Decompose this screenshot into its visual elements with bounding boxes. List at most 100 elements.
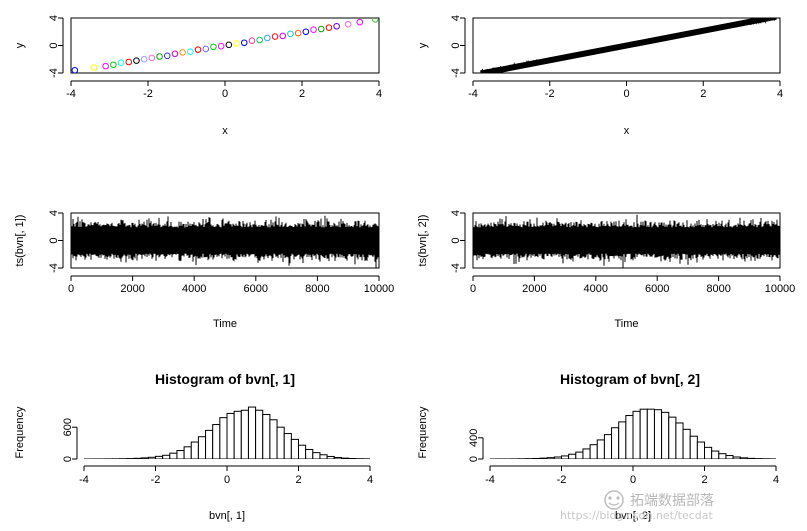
y-tick-label: 400 — [468, 429, 480, 447]
data-point — [102, 62, 109, 70]
histogram-bar — [618, 421, 627, 459]
histogram-bar — [639, 408, 648, 459]
histogram-bar — [197, 436, 207, 459]
y-axis: -4 0 4 — [450, 210, 466, 273]
histogram-bar — [226, 412, 235, 459]
y-axis-label: y — [417, 42, 429, 48]
data-point — [279, 32, 287, 40]
histogram-bar — [653, 409, 663, 459]
data-point — [179, 49, 186, 56]
histogram-bar — [632, 410, 641, 459]
x-axis-label: x — [624, 125, 630, 137]
watermark: 拓端数据部落 https://blog.csdn.net/tecdat — [560, 490, 714, 522]
x-axis: 0 2000 4000 6000 8000 10000 — [470, 275, 795, 295]
data-point — [156, 53, 163, 60]
x-axis-label: bvn[, 2] — [615, 510, 651, 522]
histogram-bar — [326, 455, 335, 459]
histogram-bar — [746, 457, 756, 459]
x-tick-label: 0 — [68, 283, 74, 295]
x-tick-label: 2 — [295, 474, 301, 486]
histogram-bar — [162, 454, 171, 459]
histogram-bar — [675, 422, 684, 459]
watermark-logo-icon — [604, 490, 624, 510]
plot-content — [480, 18, 777, 73]
data-point — [264, 34, 271, 42]
x-tick-label: -2 — [545, 88, 555, 100]
panel-p1: -4 -2 0 2 4 x -4 0 4 y — [14, 15, 382, 137]
histogram-bar — [589, 444, 598, 459]
histogram-bar — [140, 457, 149, 459]
y-tick-label: 0 — [450, 237, 462, 243]
plot-content — [84, 406, 370, 459]
x-axis: -4 -2 0 2 4 — [485, 465, 779, 486]
y-tick-label: 0 — [468, 456, 480, 462]
data-point — [248, 37, 256, 44]
data-point — [110, 61, 117, 69]
chart-title: Histogram of bvn[, 1] — [155, 371, 295, 387]
plot-content — [71, 215, 379, 268]
x-axis: -4 -2 0 2 4 — [79, 465, 373, 486]
histogram-bar — [176, 450, 185, 459]
plot-content — [490, 408, 776, 459]
data-point — [202, 45, 210, 53]
histogram-bar — [575, 451, 584, 459]
x-tick-label: -4 — [66, 88, 76, 100]
histogram-bar — [133, 457, 142, 459]
data-point — [171, 50, 179, 58]
histogram-bar — [532, 457, 541, 459]
data-point — [287, 30, 294, 38]
x-tick-label: 0 — [470, 283, 476, 295]
data-point — [356, 18, 364, 26]
x-tick-label: -4 — [485, 474, 495, 486]
y-axis-label: ts(bvn[, 1]) — [14, 215, 26, 267]
histogram-bar — [233, 410, 242, 459]
x-tick-label: 4 — [376, 88, 382, 100]
histogram-bar — [333, 457, 342, 459]
histogram-bar — [190, 441, 199, 459]
y-axis: -4 0 4 — [450, 15, 466, 78]
data-point — [344, 20, 352, 28]
panel-p3: 0 2000 4000 6000 8000 10000 Time -4 0 4 ts(bvn[, 1… — [14, 210, 394, 330]
x-tick-label: 6000 — [244, 283, 268, 295]
data-point — [233, 40, 240, 47]
histogram-bar — [603, 434, 613, 459]
histogram-bar — [205, 429, 214, 459]
y-axis-label: Frequency — [417, 406, 429, 458]
x-axis: -4 -2 0 2 4 — [66, 80, 382, 100]
histogram-bar — [340, 457, 350, 459]
data-point — [187, 48, 194, 55]
data-point — [117, 59, 125, 66]
x-axis-label: Time — [213, 318, 237, 330]
histogram-bar — [689, 435, 698, 459]
histogram-bar — [147, 456, 157, 459]
x-tick-label: 0 — [623, 88, 629, 100]
histogram-bar — [704, 446, 713, 459]
histogram-bar — [546, 457, 555, 459]
y-tick-label: -4 — [450, 68, 462, 78]
histogram-bar — [718, 453, 727, 459]
histogram-bar — [169, 452, 178, 459]
panel-p5: Histogram of bvn[, 1] -4 -2 0 2 4 bvn[, 1] 0 600… — [14, 371, 373, 522]
panel-p2: -4 -2 0 2 4 x -4 0 4 y — [417, 15, 783, 137]
y-tick-label: 600 — [62, 418, 74, 436]
series-band — [480, 18, 777, 73]
y-tick-label: 0 — [48, 237, 60, 243]
data-point — [271, 33, 279, 40]
histogram-bar — [696, 441, 705, 459]
histogram-bar — [290, 438, 300, 459]
x-axis: -4 -2 0 2 4 — [468, 80, 783, 100]
histogram-bar — [319, 454, 328, 459]
x-axis: 0 2000 4000 6000 8000 10000 — [68, 275, 394, 295]
x-tick-label: 2 — [299, 88, 305, 100]
data-point — [163, 52, 171, 60]
x-tick-label: 2 — [701, 474, 707, 486]
histogram-bar — [219, 417, 228, 459]
data-point — [140, 55, 148, 63]
y-axis: 0 400 — [468, 429, 484, 462]
data-point — [225, 41, 233, 49]
histogram-bar — [247, 406, 257, 459]
x-tick-label: 4000 — [182, 283, 206, 295]
histogram-bar — [255, 409, 264, 459]
y-tick-label: -4 — [48, 68, 60, 78]
